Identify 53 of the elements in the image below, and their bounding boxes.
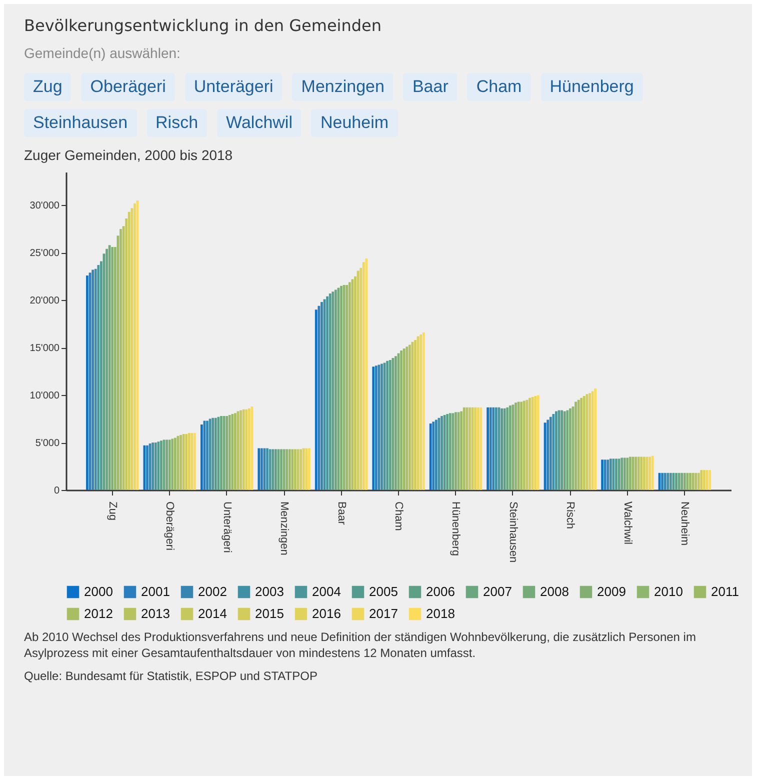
legend-label: 2002 (198, 584, 227, 599)
filter-button[interactable]: Baar (403, 73, 458, 101)
filter-button[interactable]: Walchwil (217, 109, 302, 137)
y-tick-label: 20'000 (30, 296, 60, 307)
x-tick-label: Hünenberg (450, 502, 462, 556)
legend-label: 2010 (654, 584, 683, 599)
text: Ab 2010 Wechsel des Produktionsverfahrens und neue Definition der ständigen Wohnbevölkerung, die zusätzlich Personen im Asylprozess mit einer Gesamtaufenthaltsdauer von mindestens 12 Monaten umfasst. (24, 630, 697, 662)
legend-label: 2016 (312, 606, 341, 621)
x-tick-label: Walchwil (621, 502, 634, 544)
y-tick-label: 5'000 (35, 438, 60, 450)
x-tick-label: Cham (392, 502, 404, 531)
filter-button[interactable]: Cham (467, 73, 531, 101)
legend-label: 2008 (540, 584, 569, 599)
x-tick-label: Steinhausen (506, 502, 519, 563)
legend-label: 2013 (141, 606, 170, 621)
legend-label: 2009 (597, 584, 626, 599)
legend-label: 2005 (369, 584, 398, 599)
x-tick-label: Menzingen (278, 502, 290, 556)
source-note: Quelle: Bundesamt für Statistik, ESPOP und STATPOP (24, 669, 318, 685)
y-tick-label: 15'000 (30, 343, 60, 354)
legend-label: 2017 (369, 606, 398, 621)
x-tick-label: Baar (335, 502, 348, 526)
chart-subtitle: Zuger Gemeinden, 2000 bis 2018 (24, 147, 234, 163)
legend-label: 2011 (711, 584, 739, 599)
y-tick-label: 25'000 (30, 248, 60, 260)
legend-label: 2007 (483, 584, 512, 599)
filter-button[interactable]: Neuheim (311, 109, 398, 137)
x-tick-label: Risch (564, 502, 576, 530)
filter-button[interactable]: Oberägeri (81, 73, 175, 101)
text: Gemeinde(n) auswählen: (24, 45, 182, 61)
y-tick-label: 10'000 (30, 390, 60, 402)
x-tick-label: Zug (106, 502, 118, 520)
y-tick-label: 0 (54, 486, 60, 496)
legend-label: 2018 (426, 606, 455, 621)
filter-button[interactable]: Risch (146, 109, 208, 137)
filter-button[interactable]: Hünenberg (540, 73, 643, 101)
x-tick-label: Oberägeri (164, 502, 176, 550)
legend-label: 2014 (198, 606, 227, 621)
y-tick-label: 30'000 (30, 200, 60, 212)
legend-label: 2000 (84, 584, 113, 599)
filter-button[interactable]: Zug (24, 73, 72, 101)
x-tick-label: Unterägeri (220, 502, 233, 553)
legend-label: 2015 (255, 606, 284, 621)
x-tick-label: Neuheim (678, 502, 691, 546)
legend-label: 2006 (426, 584, 455, 599)
legend-label: 2003 (255, 584, 284, 599)
legend-label: 2012 (84, 606, 113, 621)
filter-button[interactable]: Unterägeri (184, 73, 282, 101)
legend-label: 2004 (312, 584, 341, 599)
chart-title: Bevölkerungsentwicklung in den Gemeinden (24, 16, 383, 35)
filter-button[interactable]: Menzingen (292, 73, 394, 101)
legend-label: 2001 (141, 584, 170, 599)
filter-button[interactable]: Steinhausen (24, 109, 137, 137)
